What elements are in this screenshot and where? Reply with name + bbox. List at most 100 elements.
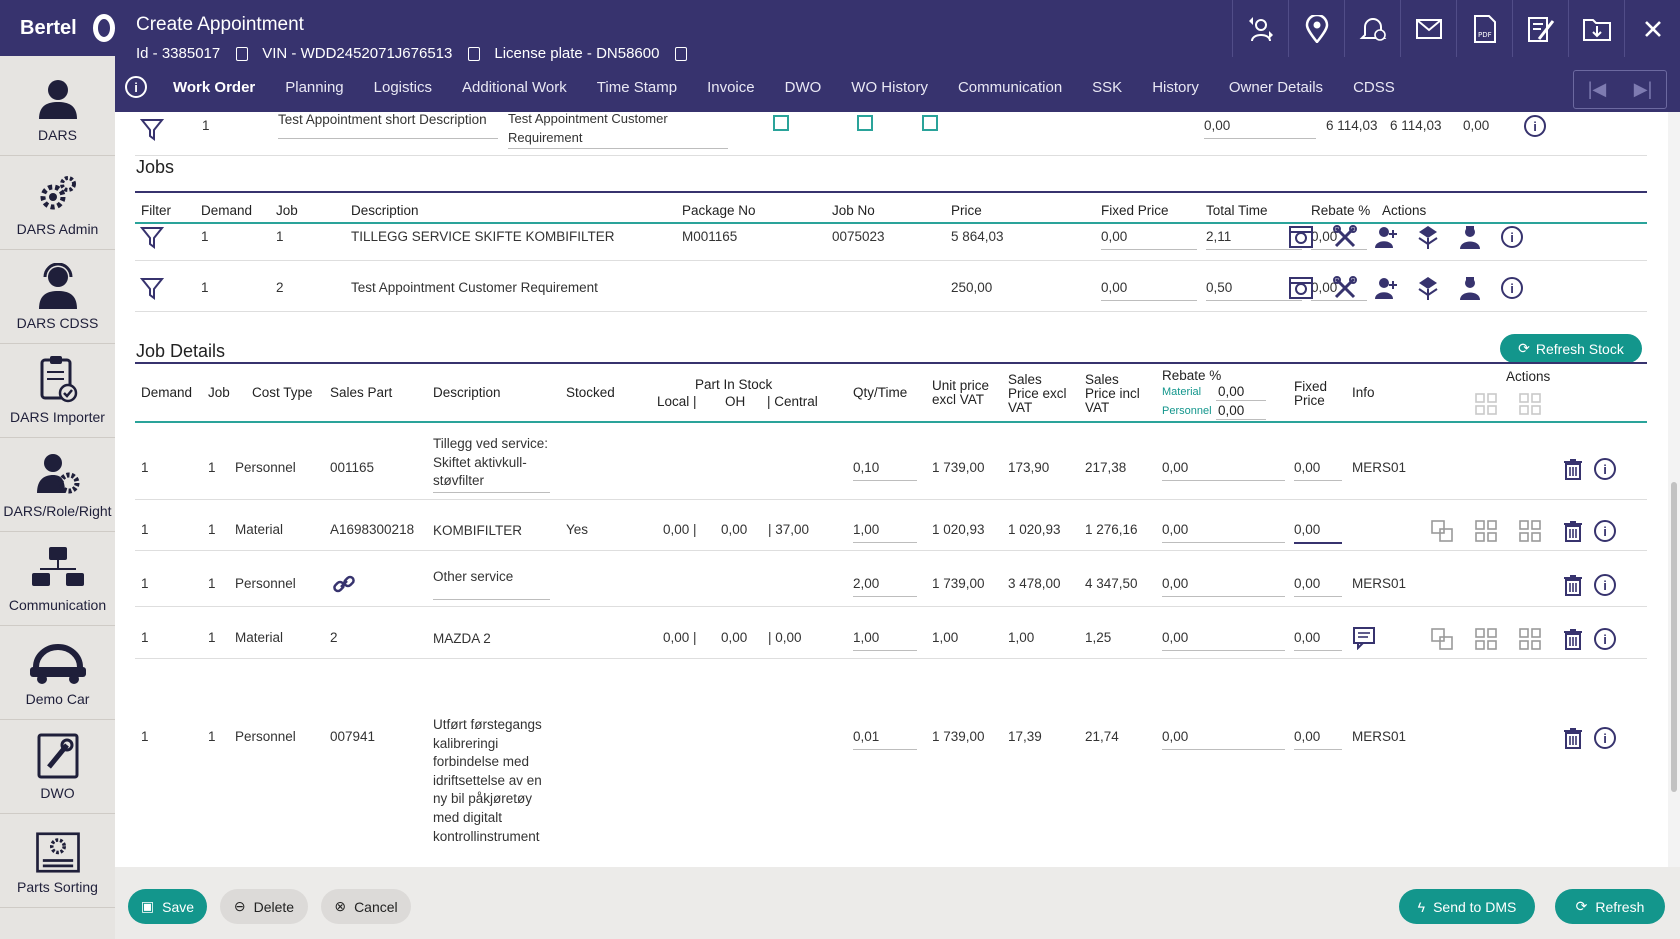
- sidebar-item-dwo[interactable]: DWO: [0, 720, 115, 814]
- pdf-icon[interactable]: PDF: [1456, 0, 1512, 57]
- grid-x-icon[interactable]: [1474, 627, 1498, 651]
- sidebar-item-parts-sorting[interactable]: Parts Sorting: [0, 814, 115, 908]
- scrollbar-thumb[interactable]: [1671, 482, 1677, 792]
- tab-additional-work[interactable]: Additional Work: [462, 78, 567, 96]
- detail-qty[interactable]: 1,00: [853, 522, 880, 537]
- tab-work-order[interactable]: Work Order: [173, 78, 256, 96]
- tab-dwo[interactable]: DWO: [784, 78, 822, 96]
- comment-icon[interactable]: [1352, 626, 1376, 650]
- save-button[interactable]: ▣ Save: [128, 889, 207, 924]
- delete-button[interactable]: ⊖ Delete: [220, 889, 308, 924]
- detail-rebate[interactable]: 0,00: [1162, 460, 1189, 475]
- mechanic-icon[interactable]: [1457, 224, 1483, 250]
- cancel-button[interactable]: ⊗ Cancel: [321, 889, 411, 924]
- trash-icon[interactable]: [1561, 519, 1585, 543]
- more-options-icon[interactable]: i: [1501, 277, 1523, 299]
- detail-rebate[interactable]: 0,00: [1162, 729, 1189, 744]
- vehicle-info-icon[interactable]: [1288, 224, 1314, 250]
- grid-check-icon[interactable]: [1518, 392, 1542, 416]
- detail-description[interactable]: MAZDA 2: [433, 631, 491, 646]
- parts-icon[interactable]: [1415, 224, 1441, 250]
- detail-qty[interactable]: 0,10: [853, 460, 880, 475]
- sidebar-item-dars[interactable]: DARS: [0, 56, 115, 156]
- swap-part-icon[interactable]: [1430, 519, 1454, 543]
- tab-history[interactable]: History: [1152, 78, 1199, 96]
- link-icon[interactable]: [332, 572, 356, 596]
- tab-invoice[interactable]: Invoice: [707, 78, 755, 96]
- first-record-icon[interactable]: |◀: [1587, 79, 1607, 99]
- refresh-button[interactable]: ⟳ Refresh: [1555, 889, 1665, 924]
- detail-qty[interactable]: 1,00: [853, 630, 880, 645]
- tab-time-stamp[interactable]: Time Stamp: [596, 78, 678, 96]
- tab-wo-history[interactable]: WO History: [851, 78, 928, 96]
- more-options-icon[interactable]: i: [1501, 226, 1523, 248]
- folder-download-icon[interactable]: [1568, 0, 1624, 57]
- detail-description[interactable]: Utført førstegangs kalibreringi forbinde…: [433, 717, 542, 844]
- user-add-icon[interactable]: [1373, 275, 1399, 301]
- more-options-icon[interactable]: i: [1594, 574, 1616, 596]
- detail-fixed-price[interactable]: 0,00: [1294, 576, 1321, 591]
- detail-fixed-price[interactable]: 0,00: [1294, 522, 1321, 537]
- info-icon[interactable]: i: [125, 76, 147, 98]
- user-add-icon[interactable]: [1373, 224, 1399, 250]
- job-fixed-price[interactable]: 0,00: [1101, 280, 1128, 295]
- more-options-icon[interactable]: i: [1594, 727, 1616, 749]
- sidebar-item-dars-importer[interactable]: DARS Importer: [0, 344, 115, 438]
- sidebar-item-demo-car[interactable]: Demo Car: [0, 626, 115, 720]
- rebate-material-input[interactable]: 0,00: [1218, 384, 1245, 399]
- job-total-time[interactable]: 2,11: [1206, 229, 1232, 244]
- edit-document-icon[interactable]: [1512, 0, 1568, 57]
- map-pin-icon[interactable]: [1288, 0, 1344, 57]
- sidebar-item-dars-cdss[interactable]: DARS CDSS: [0, 250, 115, 344]
- parts-icon[interactable]: [1415, 275, 1441, 301]
- trash-icon[interactable]: [1561, 573, 1585, 597]
- sidebar-item-communication[interactable]: Communication: [0, 532, 115, 626]
- alarm-bell-icon[interactable]: [1344, 0, 1400, 57]
- checkbox[interactable]: [857, 115, 873, 131]
- tab-communication[interactable]: Communication: [957, 78, 1063, 96]
- top-value[interactable]: 0,00: [1204, 118, 1231, 133]
- detail-qty[interactable]: 2,00: [853, 576, 880, 591]
- copy-icon[interactable]: [468, 46, 481, 61]
- more-options-icon[interactable]: i: [1524, 115, 1546, 137]
- detail-fixed-price[interactable]: 0,00: [1294, 729, 1321, 744]
- tab-cdss[interactable]: CDSS: [1353, 78, 1395, 96]
- tab-owner-details[interactable]: Owner Details: [1228, 78, 1324, 96]
- detail-qty[interactable]: 0,01: [853, 729, 880, 744]
- detail-description[interactable]: Other service: [433, 569, 514, 584]
- filter-icon[interactable]: [140, 117, 164, 141]
- tab-planning[interactable]: Planning: [285, 78, 344, 96]
- brand-logo[interactable]: Bertel: [0, 0, 115, 56]
- grid-x-icon[interactable]: [1474, 392, 1498, 416]
- trash-icon[interactable]: [1561, 457, 1585, 481]
- job-fixed-price[interactable]: 0,00: [1101, 229, 1128, 244]
- tab-logistics[interactable]: Logistics: [373, 78, 432, 96]
- sidebar-item-dars-admin[interactable]: DARS Admin: [0, 156, 115, 250]
- filter-icon[interactable]: [140, 225, 164, 249]
- job-rebate[interactable]: 0,00: [1311, 229, 1338, 244]
- copy-icon[interactable]: [236, 46, 249, 61]
- grid-check-icon[interactable]: [1518, 519, 1542, 543]
- checkbox[interactable]: [922, 115, 938, 131]
- mechanic-icon[interactable]: [1457, 275, 1483, 301]
- detail-fixed-price[interactable]: 0,00: [1294, 460, 1321, 475]
- copy-icon[interactable]: [675, 46, 688, 61]
- last-record-icon[interactable]: ▶|: [1633, 79, 1653, 99]
- more-options-icon[interactable]: i: [1594, 628, 1616, 650]
- more-options-icon[interactable]: i: [1594, 520, 1616, 542]
- tab-ssk[interactable]: SSK: [1092, 78, 1123, 96]
- detail-rebate[interactable]: 0,00: [1162, 630, 1189, 645]
- refresh-stock-button[interactable]: ⟳ Refresh Stock: [1500, 334, 1642, 363]
- tools-cross-icon[interactable]: [1332, 275, 1358, 301]
- more-options-icon[interactable]: i: [1594, 458, 1616, 480]
- close-icon[interactable]: [1624, 0, 1680, 57]
- mail-icon[interactable]: [1400, 0, 1456, 57]
- send-to-dms-button[interactable]: ϟ Send to DMS: [1399, 889, 1535, 924]
- checkbox[interactable]: [773, 115, 789, 131]
- grid-x-icon[interactable]: [1474, 519, 1498, 543]
- job-total-time[interactable]: 0,50: [1206, 280, 1233, 295]
- transfer-user-icon[interactable]: [1232, 0, 1288, 57]
- vertical-scrollbar[interactable]: [1668, 112, 1680, 867]
- detail-description[interactable]: Tillegg ved service: Skiftet aktivkull-s…: [433, 436, 549, 489]
- detail-fixed-price[interactable]: 0,00: [1294, 630, 1321, 645]
